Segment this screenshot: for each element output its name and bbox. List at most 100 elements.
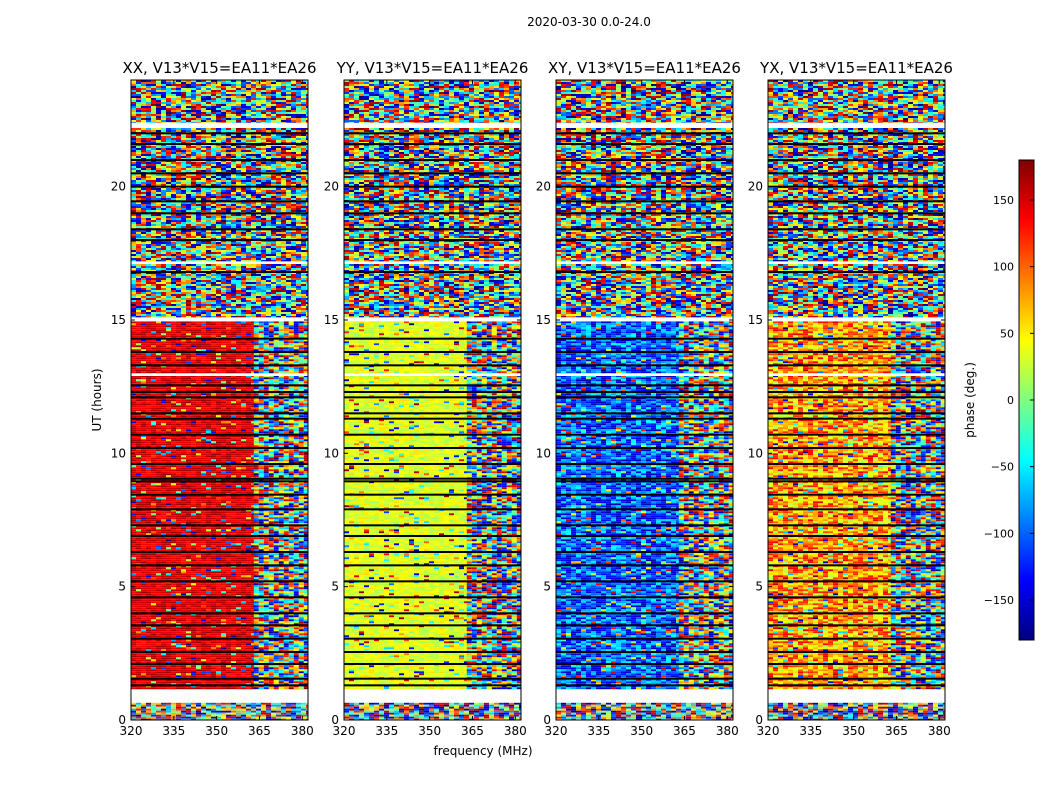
heatmap-cell: [161, 517, 166, 520]
heatmap-cell: [146, 675, 151, 678]
heatmap-cell: [296, 716, 301, 719]
heatmap-cell: [216, 395, 221, 398]
heatmap-cell: [146, 635, 151, 638]
heatmap-cell: [131, 473, 136, 476]
heatmap-cell: [226, 611, 231, 614]
heatmap-cell: [131, 501, 136, 504]
heatmap-cell: [241, 643, 246, 646]
heatmap-cell: [176, 704, 181, 707]
heatmap-cell: [231, 667, 236, 670]
heatmap-cell: [251, 359, 256, 362]
heatmap-cell: [146, 329, 151, 332]
heatmap-cell: [161, 401, 166, 404]
heatmap-cell: [206, 409, 211, 412]
heatmap-cell: [171, 475, 176, 478]
heatmap-cell: [191, 431, 196, 434]
heatmap-cell: [251, 547, 256, 550]
heatmap-cell: [136, 347, 141, 350]
heatmap-cell: [211, 357, 216, 360]
heatmap-cell: [166, 557, 171, 560]
heatmap-cell: [156, 583, 161, 586]
heatmap-cell: [191, 714, 196, 717]
heatmap-cell: [181, 643, 186, 646]
heatmap-cell: [171, 505, 176, 508]
heatmap-cell: [136, 593, 141, 596]
heatmap-cell: [156, 523, 161, 526]
heatmap-cell: [246, 607, 251, 610]
heatmap-cell: [251, 425, 256, 428]
heatmap-cell: [146, 419, 151, 422]
heatmap-cell: [226, 415, 231, 418]
heatmap-cell: [246, 655, 251, 658]
heatmap-cell: [176, 661, 181, 664]
heatmap-cell: [201, 557, 206, 560]
heatmap-cell: [251, 339, 256, 342]
heatmap-cell: [201, 529, 206, 532]
heatmap-cell: [201, 369, 206, 372]
heatmap-cell: [241, 523, 246, 526]
heatmap-cell: [196, 505, 201, 508]
heatmap-cell: [181, 469, 186, 472]
heatmap-cell: [166, 567, 171, 570]
heatmap-cell: [141, 331, 146, 334]
heatmap-cell: [176, 411, 181, 414]
heatmap-cell: [151, 585, 156, 588]
heatmap-cell: [246, 501, 251, 504]
heatmap-cell: [181, 515, 186, 518]
heatmap-cell: [146, 579, 151, 582]
heatmap-cell: [246, 515, 251, 518]
heatmap-cell: [141, 511, 146, 514]
heatmap-cell: [191, 513, 196, 516]
heatmap-cell: [236, 635, 241, 638]
heatmap-cell: [251, 629, 256, 632]
heatmap-cell: [131, 571, 136, 574]
heatmap-cell: [161, 545, 166, 548]
heatmap-cell: [166, 437, 171, 440]
heatmap-cell: [246, 643, 251, 646]
heatmap-cell: [171, 671, 176, 674]
heatmap-cell: [176, 577, 181, 580]
heatmap-cell: [206, 465, 211, 468]
heatmap-cell: [156, 704, 161, 707]
heatmap-cell: [196, 593, 201, 596]
heatmap-cell: [231, 708, 236, 711]
heatmap-cell: [236, 515, 241, 518]
heatmap-cell: [206, 553, 211, 556]
heatmap-cell: [171, 607, 176, 610]
heatmap-cell: [241, 627, 246, 630]
heatmap-cell: [131, 587, 136, 590]
heatmap-cell: [221, 517, 226, 520]
heatmap-cell: [211, 431, 216, 434]
heatmap-cell: [166, 423, 171, 426]
heatmap-cell: [221, 343, 226, 346]
heatmap-cell: [181, 679, 186, 682]
heatmap-cell: [131, 601, 136, 604]
heatmap-cell: [136, 469, 141, 472]
heatmap-cell: [246, 475, 251, 478]
heatmap-cell: [231, 714, 236, 717]
heatmap-cell: [146, 537, 151, 540]
heatmap-cell: [226, 483, 231, 486]
heatmap-cell: [196, 345, 201, 348]
heatmap-cell: [146, 475, 151, 478]
heatmap-cell: [146, 451, 151, 454]
heatmap-cell: [196, 511, 201, 514]
heatmap-cell: [241, 641, 246, 644]
heatmap-cell: [196, 401, 201, 404]
heatmap-cell: [151, 499, 156, 502]
heatmap-cell: [206, 349, 211, 352]
heatmap-cell: [166, 403, 171, 406]
heatmap-cell: [181, 495, 186, 498]
heatmap-cell: [211, 643, 216, 646]
heatmap-cell: [161, 669, 166, 672]
heatmap-cell: [161, 555, 166, 558]
heatmap-cell: [171, 469, 176, 472]
heatmap-cell: [266, 708, 271, 711]
heatmap-cell: [206, 577, 211, 580]
heatmap-cell: [131, 407, 136, 410]
heatmap-cell: [171, 708, 176, 711]
heatmap-cell: [231, 661, 236, 664]
heatmap-cell: [196, 545, 201, 548]
heatmap-cell: [166, 449, 171, 452]
heatmap-cell: [151, 475, 156, 478]
